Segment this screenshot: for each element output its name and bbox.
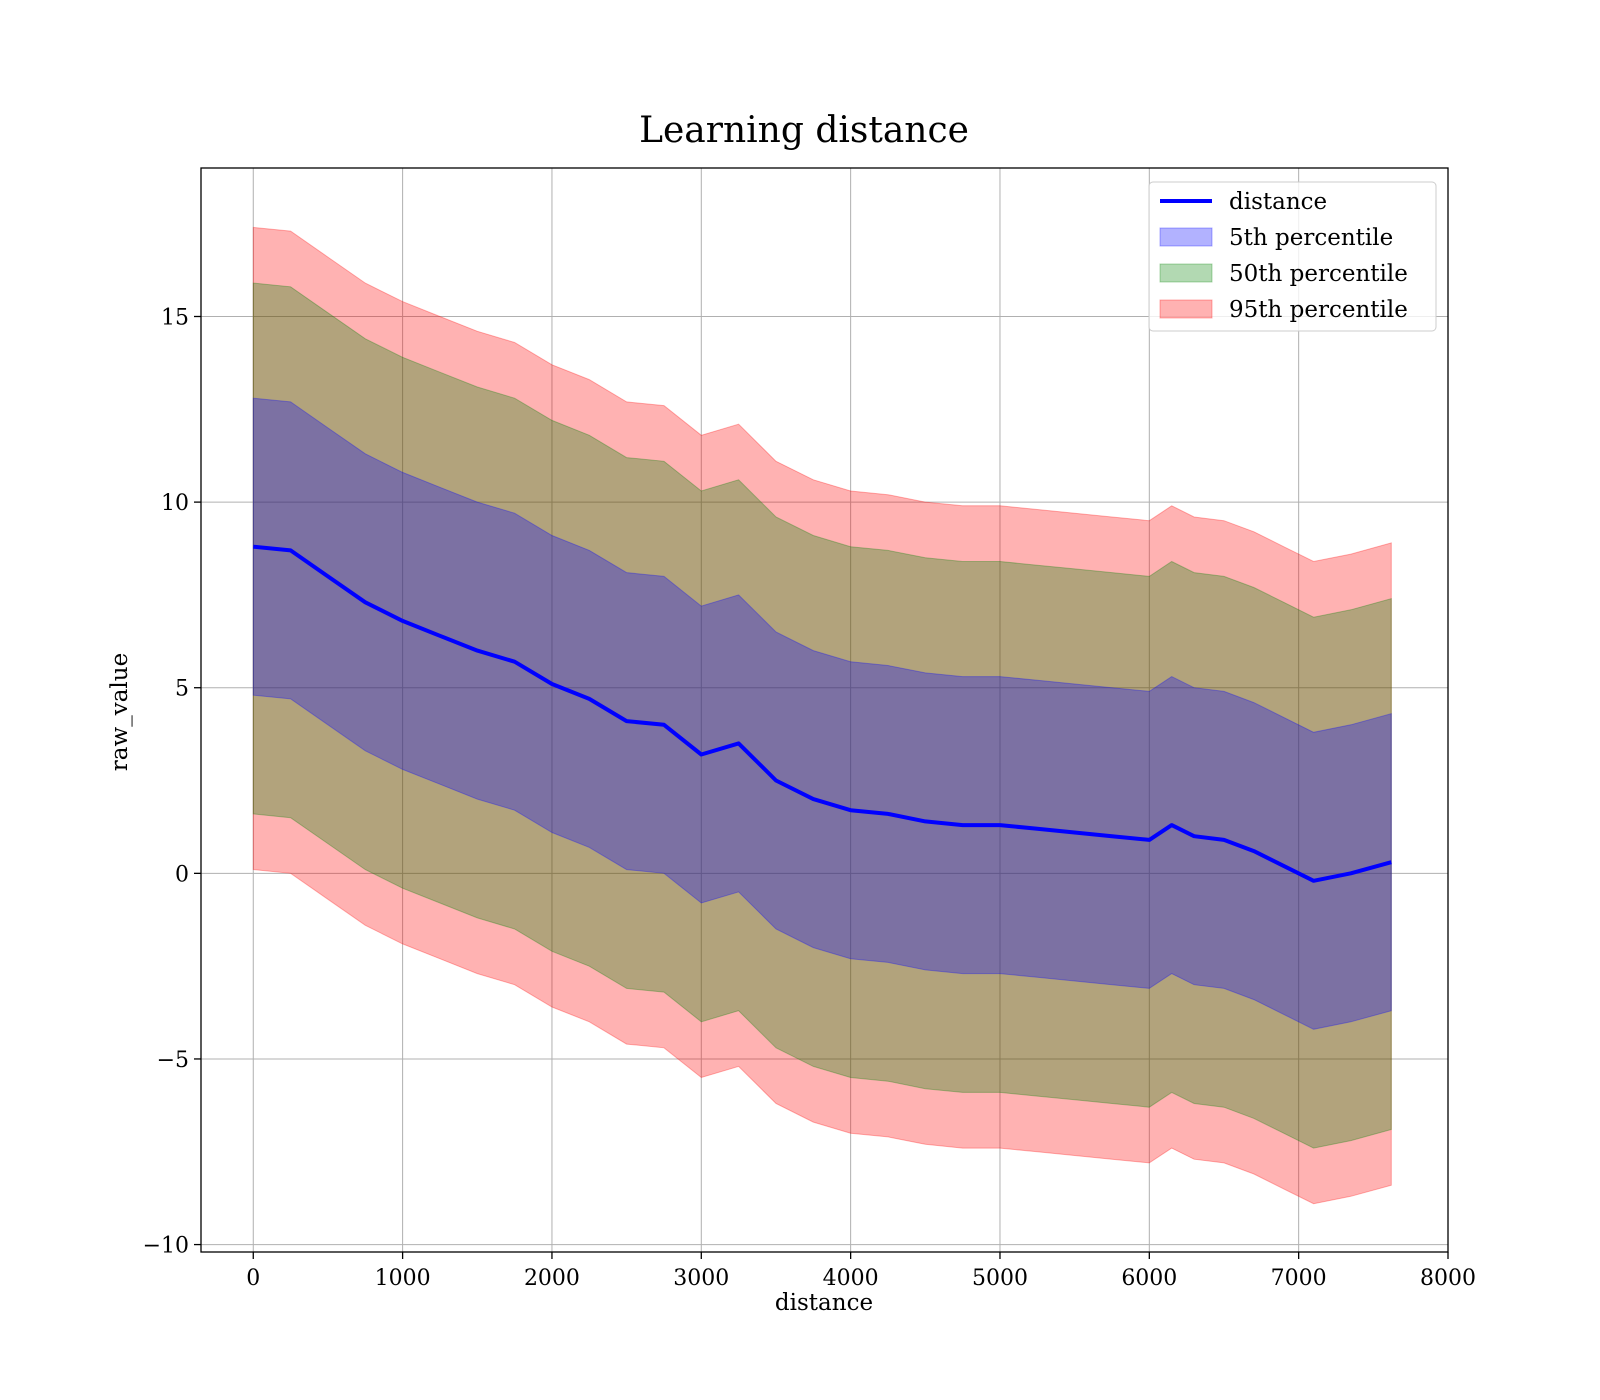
y-tick-label: 15 [161,305,189,330]
chart-title: Learning distance [639,110,969,151]
legend-swatch-5th-percentile [1159,227,1213,247]
x-tick-label: 2000 [524,1266,580,1291]
x-tick-label: 1000 [375,1266,431,1291]
y-axis-label: raw_value [107,653,133,771]
x-axis-label: distance [775,1290,873,1316]
y-tick-label: −5 [157,1048,189,1073]
legend-label-50th-percentile: 50th percentile [1229,261,1408,287]
y-tick-label: 5 [175,677,189,702]
legend: distance 5th percentile 50th percentile … [1148,181,1437,332]
x-tick-label: 4000 [823,1266,879,1291]
plot-area [252,226,1392,1205]
legend-label-distance: distance [1229,189,1327,215]
legend-box [1148,181,1437,332]
x-tick-label: 7000 [1271,1266,1327,1291]
band-50th-percentile [252,282,1392,1149]
x-tick-label: 8000 [1420,1266,1476,1291]
legend-swatch-95th-percentile [1159,299,1213,319]
y-tick-label: 10 [161,491,189,516]
legend-swatch-50th-percentile [1159,263,1213,283]
x-tick-label: 6000 [1121,1266,1177,1291]
axes-frame [200,167,1449,1253]
x-axis: 0 1000 2000 3000 4000 5000 6000 7000 8000 [246,1252,1476,1291]
y-tick-label: −10 [143,1234,189,1259]
band-5th-percentile [252,397,1392,1030]
y-tick-label: 0 [175,862,189,887]
legend-label-5th-percentile: 5th percentile [1229,225,1393,251]
band-95th-percentile [252,226,1392,1205]
y-axis: −10 −5 0 5 10 15 [143,305,201,1259]
x-tick-label: 3000 [673,1266,729,1291]
x-tick-label: 5000 [972,1266,1028,1291]
x-tick-label: 0 [246,1266,260,1291]
legend-label-95th-percentile: 95th percentile [1229,297,1408,323]
series-line-distance [253,544,1392,883]
